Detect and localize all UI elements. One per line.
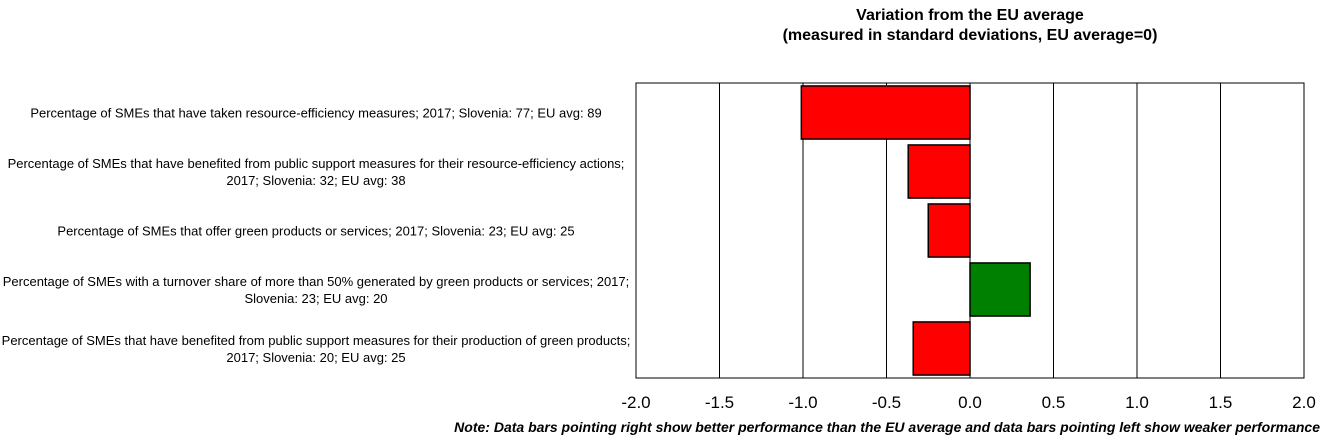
x-tick-label: -1.0	[788, 393, 817, 412]
category-label: Percentage of SMEs that have taken resou…	[30, 105, 602, 120]
x-tick-label: -1.5	[705, 393, 734, 412]
x-tick-label: 0.0	[958, 393, 982, 412]
bar	[927, 203, 971, 258]
category-label: Percentage of SMEs that have benefited f…	[7, 155, 625, 188]
category-label: Percentage of SMEs that offer green prod…	[57, 223, 575, 238]
bar	[800, 85, 971, 140]
chart-note: Note: Data bars pointing right show bett…	[454, 419, 1320, 435]
bar	[969, 262, 1031, 317]
bar	[907, 144, 971, 199]
x-tick-label: 1.5	[1209, 393, 1233, 412]
x-tick-label: 2.0	[1292, 393, 1316, 412]
x-tick-label: 1.0	[1125, 393, 1149, 412]
x-tick-label: -0.5	[872, 393, 901, 412]
bar	[912, 321, 971, 376]
chart-title-line-2: (measured in standard deviations, EU ave…	[782, 27, 1158, 44]
x-tick-label: 0.5	[1042, 393, 1066, 412]
chart-title: Variation from the EU average (measured …	[636, 6, 1304, 46]
category-label: Percentage of SMEs that have benefited f…	[1, 332, 631, 365]
chart-title-line-1: Variation from the EU average	[856, 7, 1084, 24]
x-tick-label: -2.0	[621, 393, 650, 412]
category-label: Percentage of SMEs with a turnover share…	[2, 273, 630, 306]
